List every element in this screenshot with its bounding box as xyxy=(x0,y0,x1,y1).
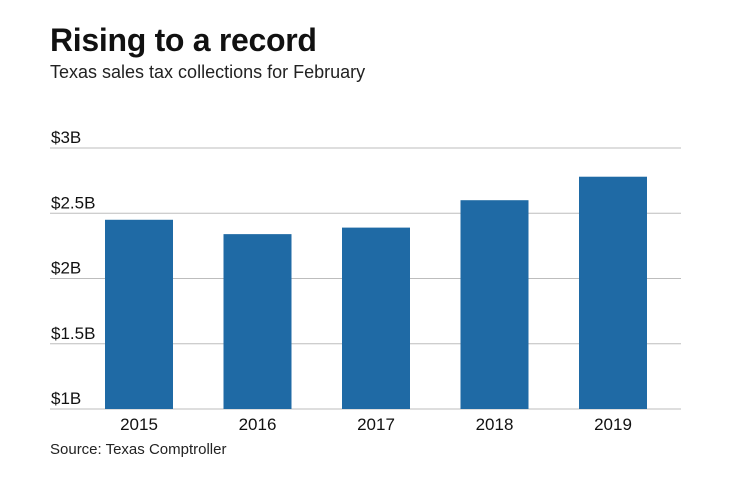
chart-title: Rising to a record xyxy=(50,22,317,58)
bar-2019 xyxy=(579,176,647,409)
bar-2017 xyxy=(342,227,410,409)
x-tick-label: 2018 xyxy=(476,415,514,434)
bars xyxy=(105,176,647,409)
x-tick-labels: 2015 2016 2017 2018 2019 xyxy=(120,415,632,434)
y-tick-label: $3B xyxy=(51,128,81,147)
bar-2016 xyxy=(223,234,292,409)
y-tick-labels: $1B $1.5B $2B $2.5B $3B xyxy=(51,128,95,408)
bar-2015 xyxy=(105,219,173,409)
x-tick-label: 2017 xyxy=(357,415,395,434)
x-tick-label: 2019 xyxy=(594,415,632,434)
y-tick-label: $2B xyxy=(51,259,81,278)
chart-subtitle: Texas sales tax collections for February xyxy=(50,62,366,82)
y-tick-label: $1B xyxy=(51,389,81,408)
y-tick-label: $2.5B xyxy=(51,193,95,212)
bar-2018 xyxy=(460,200,529,409)
x-tick-label: 2015 xyxy=(120,415,158,434)
source-note: Source: Texas Comptroller xyxy=(50,441,227,458)
x-tick-label: 2016 xyxy=(239,415,277,434)
y-tick-label: $1.5B xyxy=(51,324,95,343)
